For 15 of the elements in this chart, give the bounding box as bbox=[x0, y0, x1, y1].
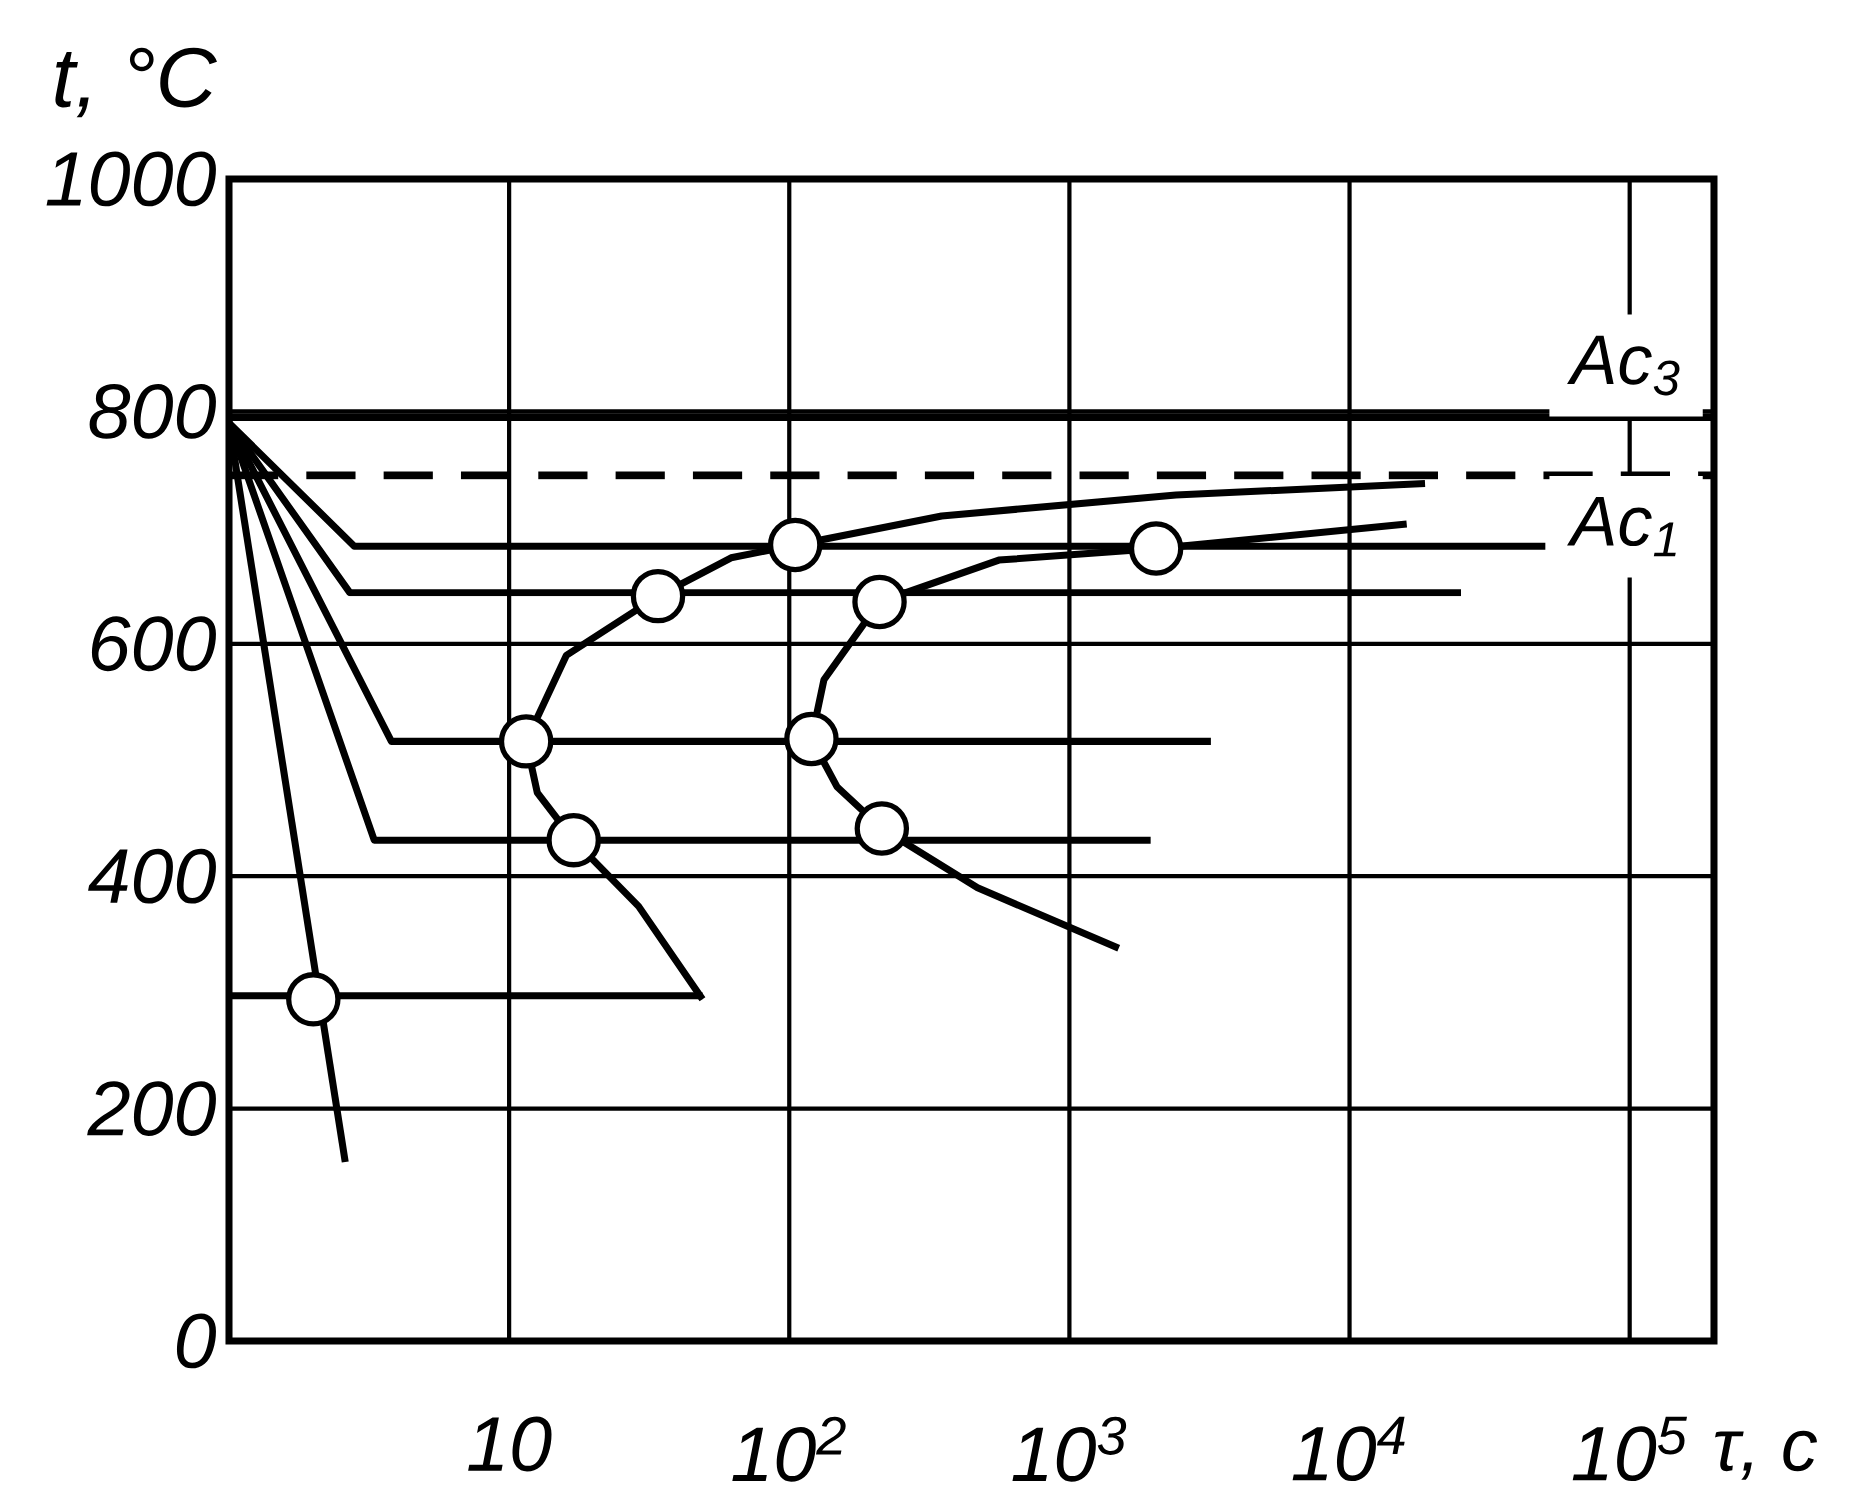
y-tick-label: 800 bbox=[89, 383, 216, 439]
ref-line-label: Ac$_{3}$ bbox=[1567, 335, 1680, 396]
y-axis-title: t, °C bbox=[55, 47, 217, 118]
x-tick-label: 10$^{4}$ bbox=[1292, 1416, 1405, 1482]
y-tick-label: 600 bbox=[91, 616, 216, 672]
y-tick-label: 0 bbox=[176, 1313, 216, 1369]
x-tick-label: 10$^{3}$ bbox=[1012, 1416, 1127, 1482]
x-tick-label: 10 bbox=[468, 1416, 552, 1472]
ref-line-label: Ac$_{1}$ bbox=[1567, 497, 1676, 557]
x-tick-label: 10$^{5}$ bbox=[1572, 1416, 1688, 1482]
y-tick-label: 400 bbox=[88, 848, 216, 904]
x-axis-title: τ, с bbox=[1715, 1430, 1817, 1480]
y-tick-label: 200 bbox=[87, 1081, 216, 1136]
y-tick-label: 1000 bbox=[46, 151, 216, 207]
x-tick-label: 10$^{2}$ bbox=[732, 1416, 846, 1482]
